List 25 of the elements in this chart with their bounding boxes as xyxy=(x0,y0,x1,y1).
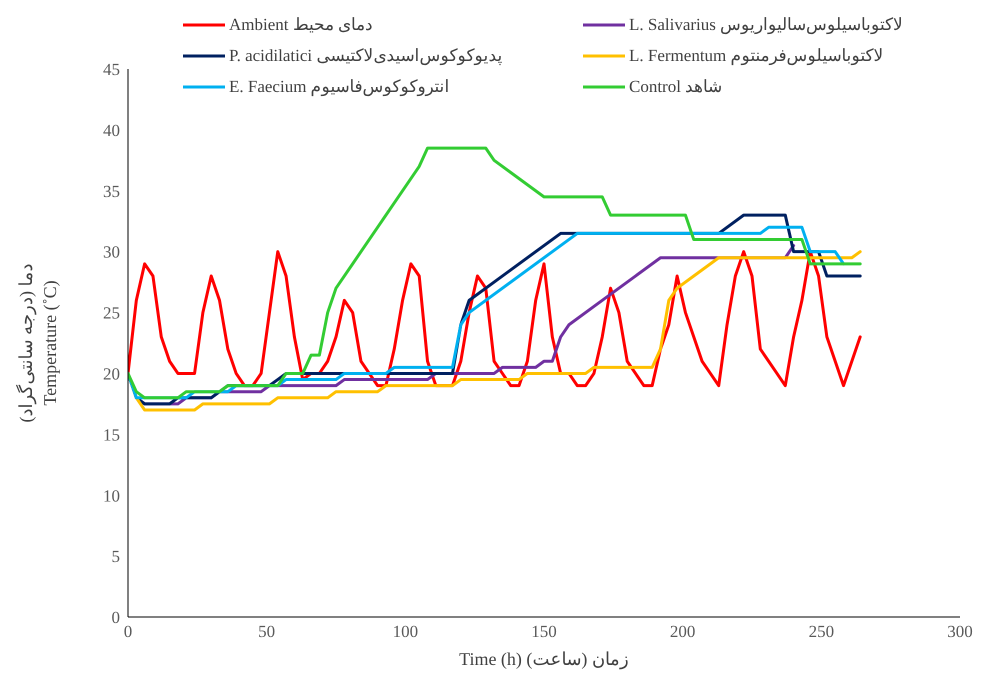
legend-label: Ambient دمای محیط xyxy=(229,14,373,35)
y-tick-label: 40 xyxy=(103,120,120,140)
y-tick-label: 25 xyxy=(103,304,120,323)
x-axis-title: Time (h) زمان (ساعت) xyxy=(459,649,629,670)
x-tick-label: 200 xyxy=(670,622,696,642)
legend-label: P. acidilatici پدیوکوکوس‌اسیدی‌لاکتیسی xyxy=(229,45,502,66)
y-tick-label: 30 xyxy=(103,242,120,262)
x-tick-label: 250 xyxy=(808,622,834,642)
x-tick-label: 300 xyxy=(947,622,973,642)
x-tick-label: 100 xyxy=(392,622,418,642)
y-tick-label: 10 xyxy=(103,486,120,506)
line-series xyxy=(128,146,862,400)
x-tick-label: 0 xyxy=(124,622,132,642)
legend-label: L. Salivarius لاکتوباسیلوس‌سالیواریوس xyxy=(629,14,904,35)
y-tick-label: 0 xyxy=(112,608,120,628)
y-tick-label: 20 xyxy=(103,364,120,384)
y-tick-label: 15 xyxy=(103,425,120,444)
y-tick-label: 45 xyxy=(103,60,120,80)
x-tick-label: 150 xyxy=(531,622,557,642)
x-tick-label: 50 xyxy=(258,622,276,642)
legend-label: L. Fermentum لاکتوباسیلوس‌فرمنتوم xyxy=(629,45,884,66)
legend-label: Control شاهد xyxy=(629,76,722,97)
legend-label: E. Faecium انتروکوکوس‌فاسیوم xyxy=(229,76,450,97)
y-tick-label: 5 xyxy=(112,547,120,566)
y-tick-label: 35 xyxy=(103,182,120,201)
